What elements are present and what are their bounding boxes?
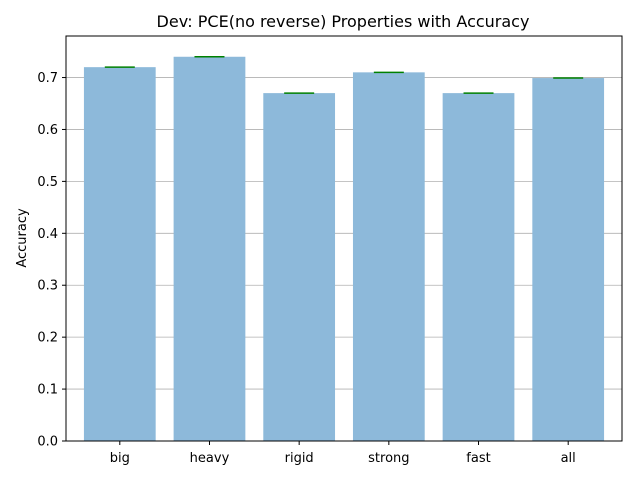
x-tick-label-heavy: heavy xyxy=(190,451,230,466)
y-tick-label: 0.6 xyxy=(37,123,58,138)
y-tick-label: 0.5 xyxy=(37,175,58,190)
chart-title: Dev: PCE(no reverse) Properties with Acc… xyxy=(157,12,530,31)
x-tick-label-fast: fast xyxy=(466,451,490,466)
bar-strong xyxy=(352,72,425,441)
y-tick-label: 0.3 xyxy=(37,279,58,294)
x-axis-ticks: big heavy rigid strong fast all xyxy=(110,441,576,466)
bar-big xyxy=(83,67,156,442)
bar-rigid xyxy=(263,93,336,441)
y-axis-ticks: 0.0 0.1 0.2 0.3 0.4 0.5 0.6 0.7 xyxy=(37,71,66,450)
x-tick-label-all: all xyxy=(561,451,576,466)
value-markers xyxy=(104,56,584,94)
y-tick-label: 0.7 xyxy=(37,71,58,86)
y-tick-label: 0.0 xyxy=(37,435,58,450)
bars xyxy=(83,56,605,442)
y-tick-label: 0.1 xyxy=(37,383,58,398)
y-tick-label: 0.4 xyxy=(37,227,58,242)
grid-lines xyxy=(66,77,622,442)
bar-fast xyxy=(442,93,515,441)
x-tick-label-big: big xyxy=(110,451,130,466)
plot-frame xyxy=(65,35,623,442)
bar-all xyxy=(532,78,605,442)
x-tick-label-rigid: rigid xyxy=(285,451,314,466)
bar-heavy xyxy=(173,56,246,442)
x-tick-label-strong: strong xyxy=(368,451,409,466)
y-axis-label: Accuracy xyxy=(15,208,30,268)
y-tick-label: 0.2 xyxy=(37,331,58,346)
